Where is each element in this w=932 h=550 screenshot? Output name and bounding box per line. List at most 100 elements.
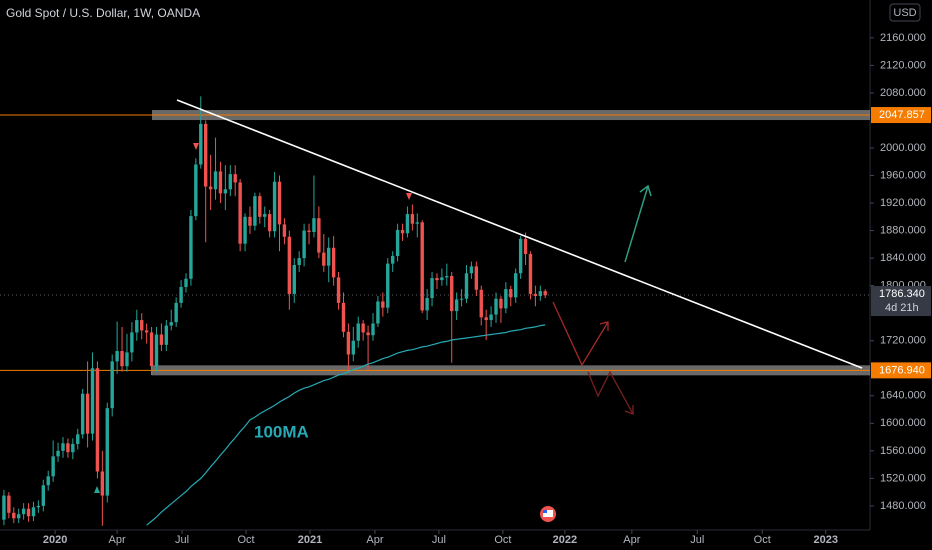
candle-body xyxy=(154,334,159,367)
candle-body xyxy=(425,298,429,311)
marker-up xyxy=(94,486,100,493)
candle-body xyxy=(56,450,60,457)
candle-body xyxy=(233,174,237,183)
candle-body xyxy=(351,340,356,355)
candle-body xyxy=(238,182,242,244)
candle-body xyxy=(514,273,518,298)
bearish-path-2 xyxy=(587,370,634,415)
candle-body xyxy=(528,253,533,294)
y-tick-label: 2000.000 xyxy=(880,142,926,154)
trend-line xyxy=(176,99,863,369)
candle-body xyxy=(100,471,105,496)
y-tick-label: 1840.000 xyxy=(880,252,926,264)
event-icon[interactable] xyxy=(540,506,556,522)
y-tick-label: 1720.000 xyxy=(880,335,926,347)
candle-body xyxy=(277,181,282,225)
candle-body xyxy=(440,277,444,281)
candle-body xyxy=(454,299,459,312)
currency-button[interactable] xyxy=(889,3,921,22)
y-tick-label: 2160.000 xyxy=(880,32,926,44)
candle-body xyxy=(169,322,173,326)
candle-body xyxy=(31,507,36,517)
candle-body xyxy=(415,222,419,224)
last-price-label: 1786.340 xyxy=(879,288,925,300)
candle-body xyxy=(179,287,183,303)
candle-body xyxy=(243,216,247,244)
candle-body xyxy=(21,508,26,515)
candle-body xyxy=(489,314,493,321)
y-tick-label: 1600.000 xyxy=(880,417,926,429)
candle-body xyxy=(76,434,80,444)
x-tick-label: Apr xyxy=(623,534,640,546)
candle-body xyxy=(474,266,479,290)
candle-body xyxy=(90,368,95,434)
y-tick-label: 2080.000 xyxy=(880,87,926,99)
candle-body xyxy=(80,393,85,435)
marker-down xyxy=(193,143,199,150)
candle-body xyxy=(445,276,449,278)
bearish-path xyxy=(552,301,609,367)
x-tick-label: Oct xyxy=(237,534,254,546)
candle-body xyxy=(400,229,405,234)
candle-body xyxy=(228,174,232,190)
candle-body xyxy=(543,291,547,296)
candle-body xyxy=(7,495,11,513)
candle-body xyxy=(356,323,360,341)
candle-body xyxy=(504,289,508,309)
candle-body xyxy=(12,512,16,519)
y-tick-label: 1520.000 xyxy=(880,472,926,484)
candle-body xyxy=(518,238,523,274)
candle-body xyxy=(85,393,90,434)
candle-body xyxy=(395,229,400,257)
candle-body xyxy=(164,325,169,345)
candle-body xyxy=(208,186,213,190)
candle-body xyxy=(144,330,149,333)
y-tick-label: 1920.000 xyxy=(880,197,926,209)
candle-body xyxy=(2,495,6,520)
candle-body xyxy=(331,247,336,278)
moving-average xyxy=(146,324,546,526)
candle-body xyxy=(272,181,277,232)
candle-body xyxy=(317,218,321,253)
candle-body xyxy=(533,293,538,296)
candle-body xyxy=(523,238,528,254)
candle-body xyxy=(469,266,474,274)
currency-label: USD xyxy=(893,7,916,19)
candle-body xyxy=(213,171,218,190)
candle-body xyxy=(435,278,439,281)
candle-body xyxy=(263,214,267,217)
candle-body xyxy=(248,216,252,226)
candle-body xyxy=(390,256,395,264)
candle-body xyxy=(538,291,543,296)
level-price-label: 2047.857 xyxy=(879,109,925,121)
x-tick-label: 2023 xyxy=(813,534,837,546)
chart-title: Gold Spot / U.S. Dollar, 1W, OANDA xyxy=(6,6,200,20)
candle-body xyxy=(386,263,390,308)
candle-body xyxy=(405,214,410,234)
candle-body xyxy=(184,278,188,288)
candle-body xyxy=(95,368,100,472)
candle-body xyxy=(484,317,488,321)
candle-body xyxy=(327,247,331,266)
x-tick-label: Apr xyxy=(366,534,383,546)
candle-body xyxy=(125,352,129,367)
y-tick-label: 1880.000 xyxy=(880,224,926,236)
candle-body xyxy=(346,331,351,355)
candle-body xyxy=(381,301,385,308)
candle-body xyxy=(115,351,119,362)
x-tick-label: Jul xyxy=(175,534,189,546)
candle-body xyxy=(253,196,257,226)
candle-body xyxy=(36,505,41,508)
candle-body xyxy=(287,236,292,294)
candle-body xyxy=(61,443,65,451)
candle-body xyxy=(26,508,31,517)
candle-body xyxy=(199,123,203,165)
candle-body xyxy=(420,222,424,311)
candle-body xyxy=(105,408,109,496)
x-tick-label: Oct xyxy=(754,534,771,546)
candle-body xyxy=(149,332,154,367)
candle-body xyxy=(307,230,311,232)
x-tick-label: 2020 xyxy=(43,534,67,546)
last-price-box xyxy=(871,286,931,317)
